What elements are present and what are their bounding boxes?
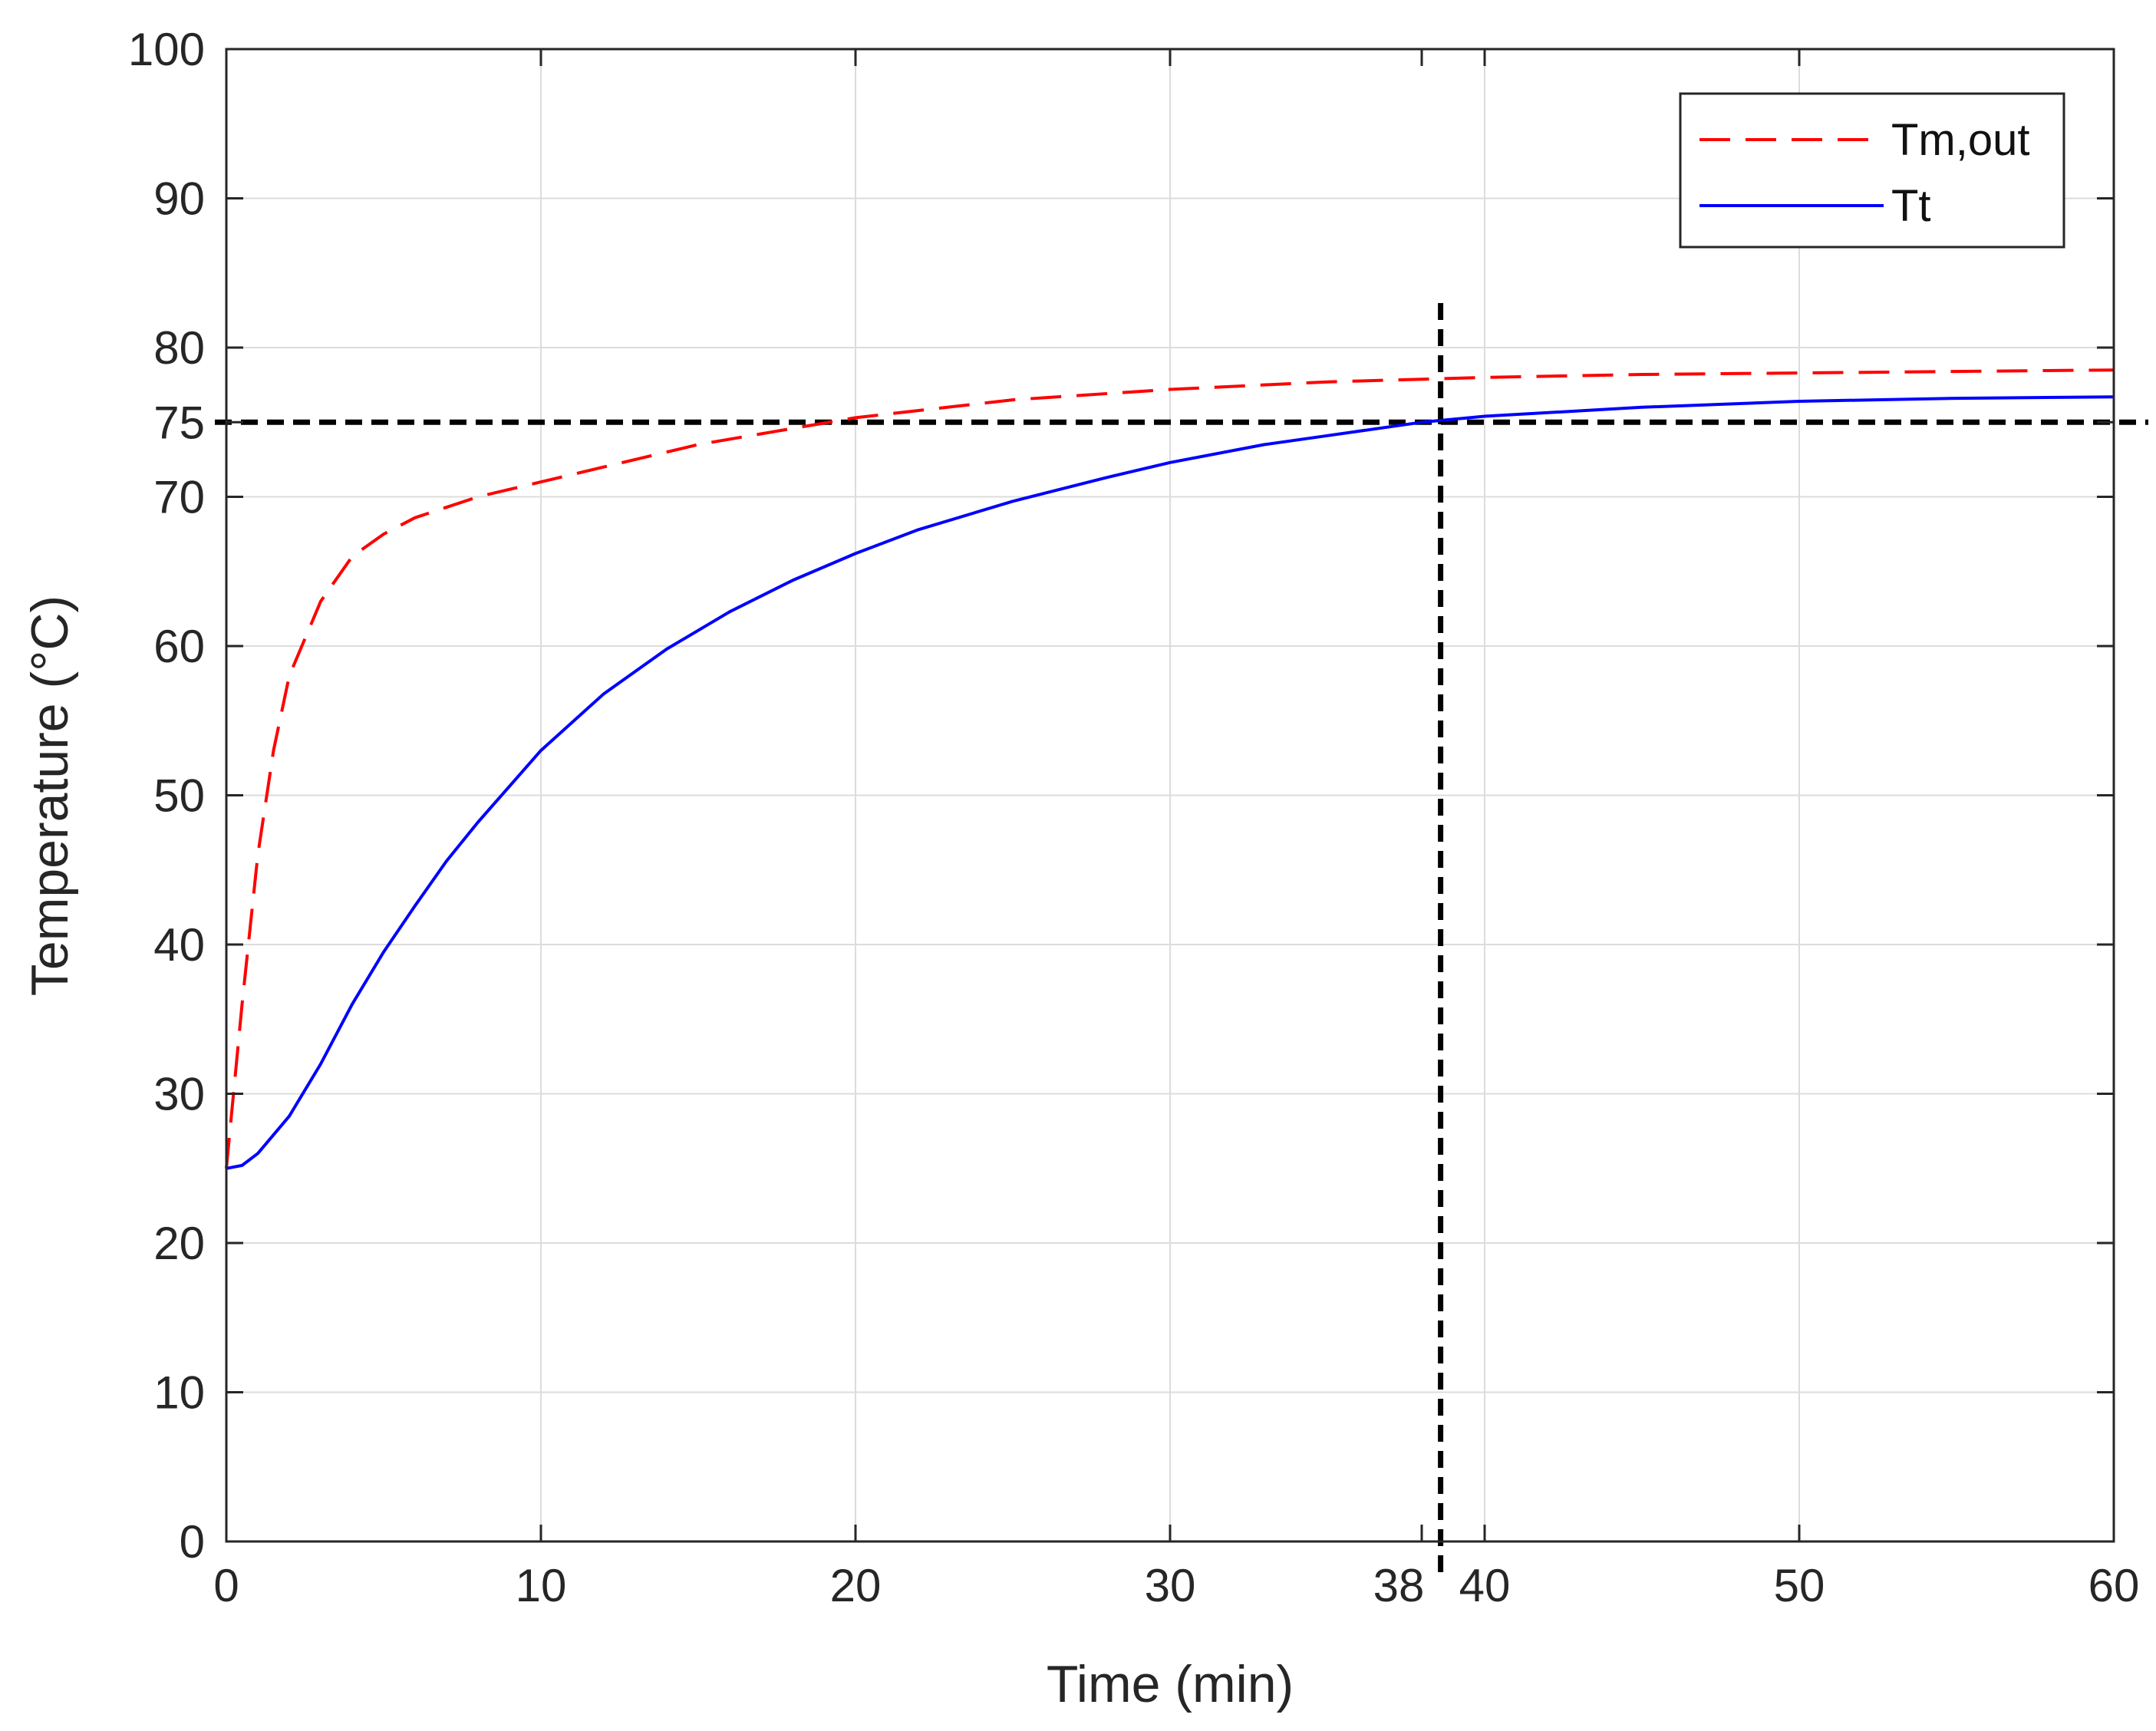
- y-axis-title: Temperature (°C): [21, 595, 79, 996]
- x-tick-label: 10: [516, 1560, 567, 1611]
- y-tick-label: 30: [153, 1069, 205, 1120]
- y-tick-label: 50: [153, 770, 205, 822]
- y-tick-label: 90: [153, 173, 205, 225]
- series-line-tt: [226, 395, 2115, 1170]
- y-tick-label: 40: [153, 919, 205, 971]
- y-tick-label: 100: [128, 24, 205, 75]
- series-line-tm-out: [225, 368, 2115, 1169]
- legend-box: [1679, 92, 2065, 249]
- x-axis-title: Time (min): [1047, 1655, 1294, 1713]
- legend-label-tm-out: Tm,out: [1891, 115, 2030, 165]
- y-tick-label: 75: [153, 397, 205, 448]
- reference-lines: [215, 303, 2148, 1581]
- x-tick-label: 50: [1774, 1560, 1825, 1611]
- y-tick-label: 20: [153, 1218, 205, 1269]
- y-tick-label: 10: [153, 1367, 205, 1419]
- y-axis-ticks: 0 10 20 30 40 50 60 70 75 80 90 100: [128, 24, 2114, 1568]
- y-tick-label: 60: [153, 621, 205, 672]
- legend-label-tt: Tt: [1891, 181, 1931, 231]
- y-tick-label: 0: [180, 1516, 205, 1568]
- legend: Tm,out Tt: [1679, 92, 2065, 249]
- x-tick-label: 0: [213, 1560, 239, 1611]
- series-lines: [225, 368, 2115, 1170]
- y-tick-label: 80: [153, 322, 205, 374]
- x-axis-ticks: 0 10 20 30 38 40 50 60: [213, 49, 2139, 1611]
- x-tick-label: 40: [1459, 1560, 1511, 1611]
- x-tick-label: 20: [830, 1560, 882, 1611]
- x-tick-label: 60: [2088, 1560, 2140, 1611]
- x-tick-label: 38: [1373, 1560, 1425, 1611]
- x-tick-label: 30: [1145, 1560, 1196, 1611]
- y-tick-label: 70: [153, 472, 205, 523]
